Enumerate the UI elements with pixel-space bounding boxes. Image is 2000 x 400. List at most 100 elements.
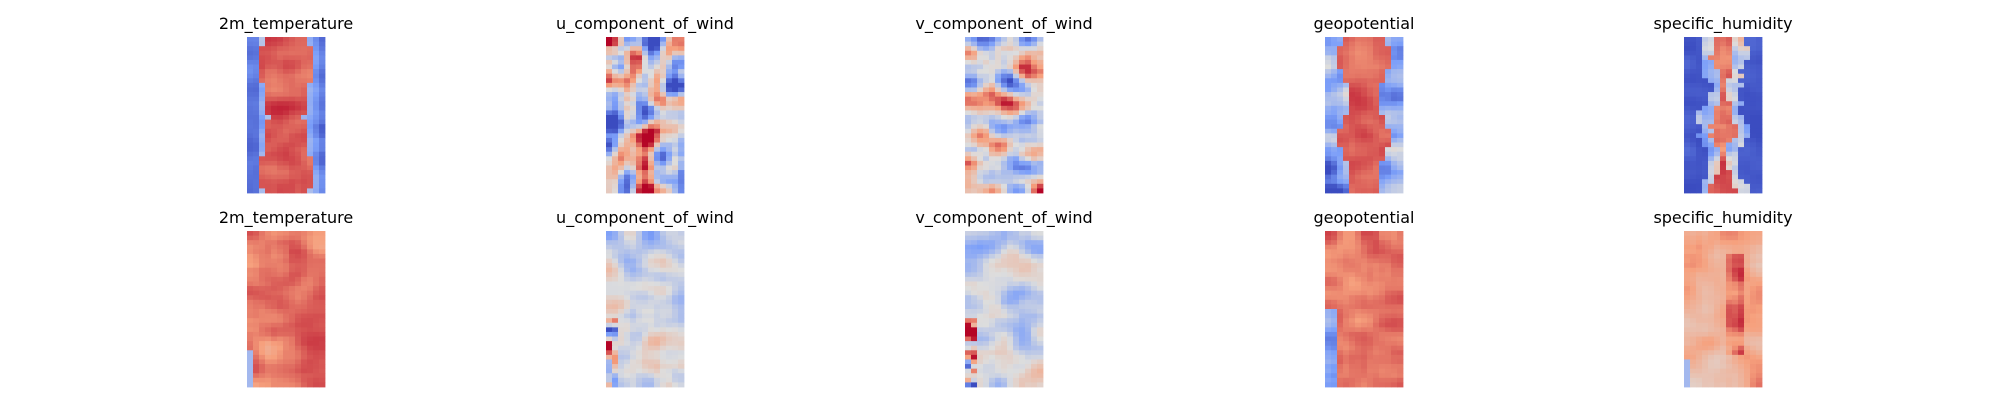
heatmap-cell <box>666 87 673 93</box>
heatmap-cell <box>965 50 972 56</box>
heatmap-cell <box>618 82 625 88</box>
heatmap-cell <box>989 105 996 111</box>
heatmap-cell <box>995 258 1002 264</box>
heatmap-cell <box>247 78 254 84</box>
heatmap-cell <box>319 281 326 287</box>
heatmap-cell <box>319 142 326 148</box>
heatmap-cell <box>277 377 284 383</box>
heatmap-cell <box>1343 133 1350 139</box>
heatmap-cell <box>983 137 990 143</box>
heatmap-cell <box>1007 128 1014 134</box>
heatmap-cell <box>253 165 260 171</box>
heatmap-cell <box>1391 336 1398 342</box>
heatmap-cell <box>618 235 625 241</box>
heatmap-cell <box>313 253 320 259</box>
heatmap-cell <box>624 290 631 296</box>
heatmap-cell <box>1019 327 1026 333</box>
heatmap-cell <box>618 128 625 134</box>
heatmap-cell <box>678 174 685 180</box>
heatmap-cell <box>618 69 625 75</box>
heatmap-cell <box>1361 322 1368 328</box>
heatmap-cell <box>301 55 308 61</box>
heatmap-cell <box>1013 101 1020 107</box>
heatmap-cell <box>1756 336 1763 342</box>
heatmap-cell <box>1373 313 1380 319</box>
heatmap-cell <box>289 50 296 56</box>
heatmap-cell <box>666 267 673 273</box>
heatmap-cell <box>253 101 260 107</box>
heatmap-cell <box>247 382 254 388</box>
heatmap-cell <box>1343 235 1350 241</box>
heatmap-cell <box>660 37 667 42</box>
heatmap-cell <box>253 78 260 84</box>
heatmap-cell <box>995 165 1002 171</box>
heatmap-cell <box>1379 137 1386 143</box>
heatmap-cell <box>319 327 326 333</box>
heatmap-cell <box>612 142 619 148</box>
heatmap-cell <box>1756 142 1763 148</box>
heatmap-cell <box>1025 55 1032 61</box>
heatmap-cell <box>1726 183 1733 189</box>
heatmap-cell <box>1337 87 1344 93</box>
heatmap-cell <box>1385 156 1392 162</box>
heatmap-cell <box>624 253 631 259</box>
heatmap-cell <box>1738 73 1745 79</box>
heatmap-cell <box>259 73 266 79</box>
heatmap-cell <box>1702 309 1709 314</box>
heatmap-cell <box>271 322 278 328</box>
heatmap-cell <box>1343 124 1350 130</box>
heatmap-cell <box>660 354 667 360</box>
heatmap-cell <box>295 78 302 84</box>
heatmap-cell <box>1385 253 1392 259</box>
heatmap-cell <box>971 188 978 194</box>
heatmap-cell <box>277 359 284 365</box>
heatmap-cell <box>1343 267 1350 273</box>
heatmap-cell <box>295 309 302 314</box>
heatmap-cell <box>678 231 685 236</box>
heatmap-cell <box>1379 151 1386 157</box>
heatmap-cell <box>612 133 619 139</box>
heatmap-cell <box>1379 258 1386 264</box>
heatmap-cell <box>1756 69 1763 75</box>
heatmap-cell <box>648 147 655 153</box>
heatmap-cell <box>678 78 685 84</box>
heatmap-cell <box>253 41 260 47</box>
heatmap-cell <box>1031 313 1038 319</box>
heatmap-cell <box>1708 249 1715 255</box>
heatmap-cell <box>642 188 649 194</box>
heatmap-cell <box>995 37 1002 42</box>
heatmap-cell <box>1355 92 1362 98</box>
heatmap-cell <box>971 183 978 189</box>
heatmap-cell <box>977 96 984 102</box>
heatmap-cell <box>1756 368 1763 374</box>
heatmap-cell <box>1714 313 1721 319</box>
heatmap-cell <box>1732 235 1739 241</box>
heatmap-cell <box>606 69 613 75</box>
heatmap-cell <box>606 359 613 365</box>
heatmap-cell <box>313 364 320 370</box>
heatmap-cell <box>1031 354 1038 360</box>
heatmap-cell <box>1732 64 1739 70</box>
heatmap-cell <box>1013 272 1020 278</box>
heatmap-cell <box>1756 331 1763 337</box>
heatmap-cell <box>301 64 308 70</box>
heatmap-cell <box>989 188 996 194</box>
heatmap-cell <box>1007 354 1014 360</box>
heatmap-cell <box>1367 156 1374 162</box>
heatmap-cell <box>283 336 290 342</box>
heatmap-cell <box>678 46 685 52</box>
heatmap-cell <box>1726 336 1733 342</box>
heatmap-cell <box>271 183 278 189</box>
heatmap-cell <box>1007 304 1014 310</box>
heatmap-cell <box>1744 142 1751 148</box>
heatmap-cell <box>1367 142 1374 148</box>
heatmap-cell <box>636 290 643 296</box>
heatmap-cell <box>1391 105 1398 111</box>
heatmap-cell <box>995 290 1002 296</box>
heatmap-cell <box>1756 359 1763 365</box>
heatmap-cell <box>319 37 326 42</box>
heatmap-cell <box>1031 377 1038 383</box>
heatmap-cell <box>1720 55 1727 61</box>
heatmap-cell <box>983 174 990 180</box>
heatmap-cell <box>1696 368 1703 374</box>
